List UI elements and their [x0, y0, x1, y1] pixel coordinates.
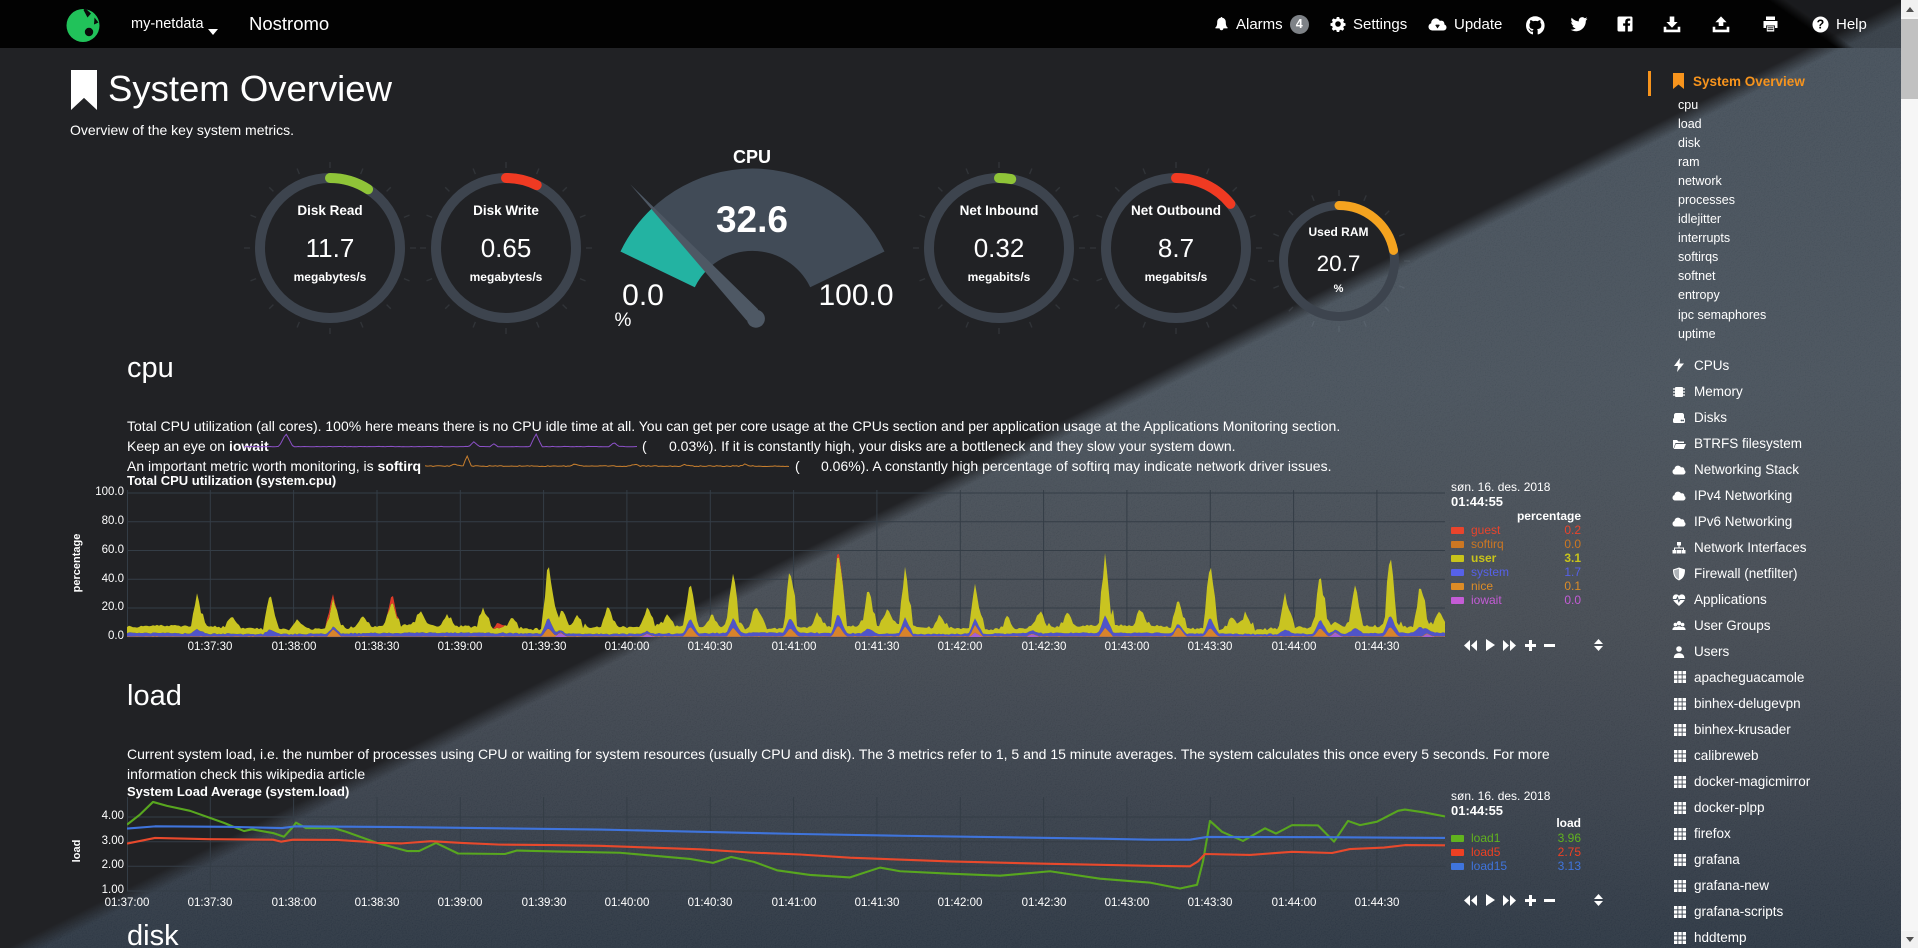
- svg-text:?: ?: [1817, 17, 1825, 31]
